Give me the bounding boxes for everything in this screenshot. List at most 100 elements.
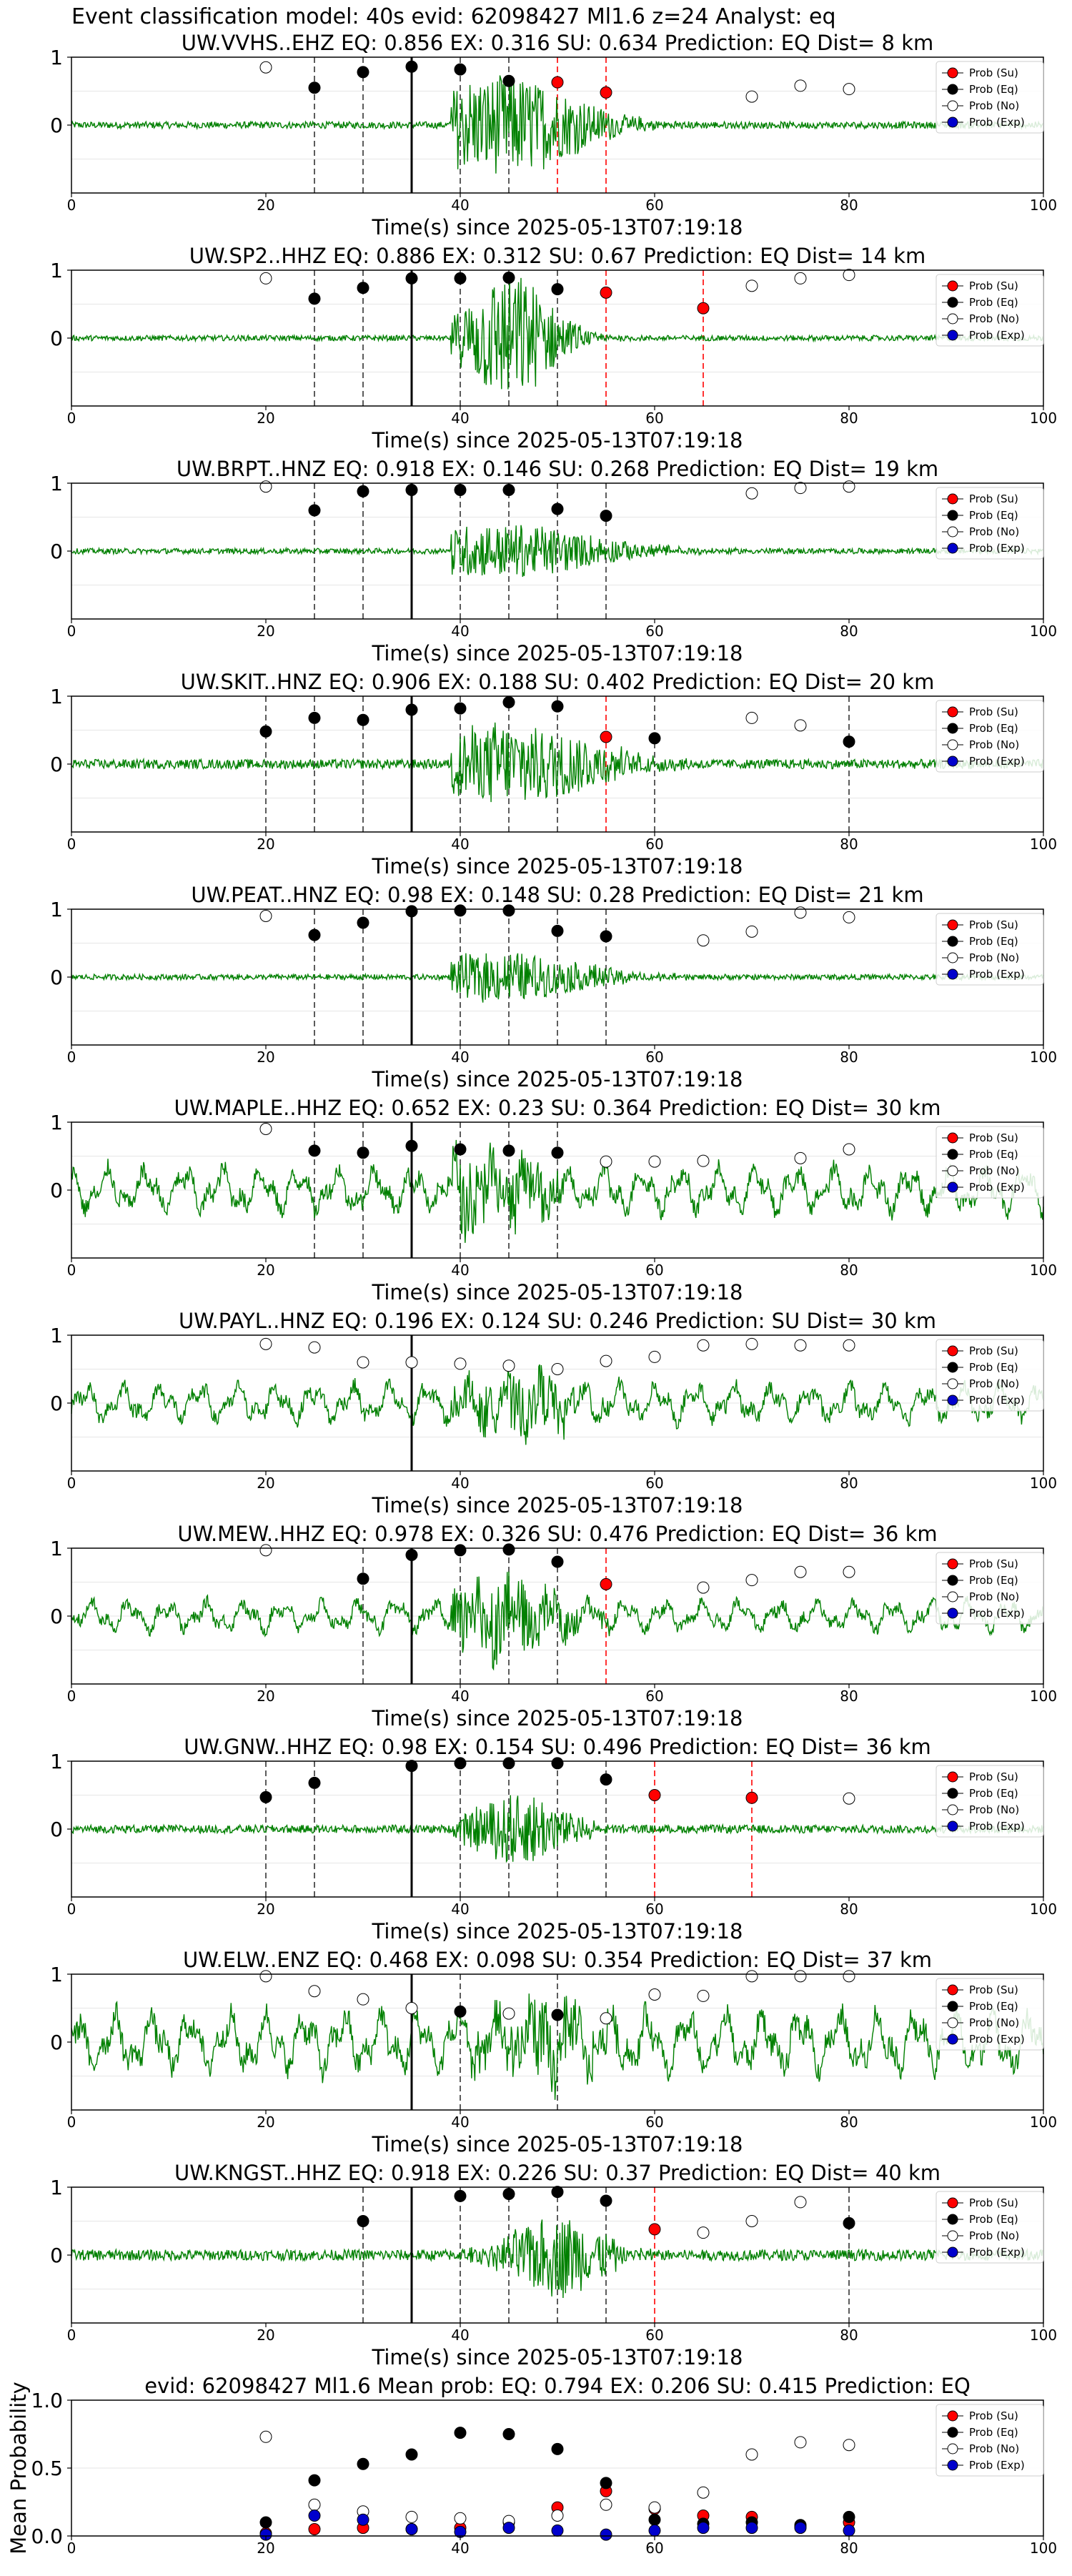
x-tick-label: 40 — [451, 197, 469, 214]
y-tick-label: 0 — [50, 114, 63, 137]
x-tick-label: 60 — [645, 1688, 663, 1705]
legend-label-no: Prob (No) — [969, 2229, 1019, 2242]
prob-point-no — [843, 83, 855, 96]
legend-marker-eq — [947, 1149, 958, 1160]
panel-title: UW.MAPLE..HHZ EQ: 0.652 EX: 0.23 SU: 0.3… — [174, 1096, 941, 1120]
legend-label-eq: Prob (Eq) — [969, 2000, 1018, 2013]
legend-box — [935, 1765, 1044, 1838]
prob-point-no — [697, 934, 710, 947]
legend-label-no: Prob (No) — [969, 1377, 1019, 1390]
x-tick-label: 80 — [840, 1049, 858, 1066]
panel-10: UW.ELW..ENZ EQ: 0.468 EX: 0.098 SU: 0.35… — [50, 1948, 1057, 2156]
mean-point-no — [794, 2436, 807, 2449]
legend-marker-exp — [947, 117, 958, 128]
y-tick-label: 1 — [50, 1537, 63, 1560]
legend-marker-exp — [947, 2246, 958, 2258]
panel-2: UW.SP2..HHZ EQ: 0.886 EX: 0.312 SU: 0.67… — [50, 244, 1057, 452]
prob-point-eq — [454, 1757, 467, 1770]
legend-marker-no — [947, 1165, 958, 1176]
x-tick-label: 60 — [645, 197, 663, 214]
legend-box — [935, 274, 1044, 347]
x-tick-label: 100 — [1030, 2540, 1057, 2557]
prob-point-eq — [600, 1773, 612, 1786]
prob-point-no — [259, 1123, 272, 1135]
mean-point-no — [843, 2439, 855, 2452]
legend-label-su: Prob (Su) — [969, 1131, 1018, 1144]
prob-point-no — [357, 1356, 369, 1369]
panel-title: UW.GNW..HHZ EQ: 0.98 EX: 0.154 SU: 0.496… — [184, 1735, 931, 1759]
waveform-trace — [71, 1364, 1044, 1445]
y-tick-label: 0 — [50, 1179, 63, 1202]
legend-label-eq: Prob (Eq) — [969, 2213, 1018, 2226]
legend-box — [935, 487, 1044, 560]
prob-point-su — [600, 86, 612, 99]
x-tick-label: 0 — [67, 1688, 76, 1705]
legend-label-eq: Prob (Eq) — [969, 509, 1018, 522]
prob-point-eq — [551, 1757, 564, 1770]
prob-point-no — [745, 90, 758, 103]
prob-point-eq — [405, 484, 418, 496]
panel-title: UW.SP2..HHZ EQ: 0.886 EX: 0.312 SU: 0.67… — [189, 244, 925, 268]
prob-point-eq — [357, 485, 369, 497]
panel-6: UW.MAPLE..HHZ EQ: 0.652 EX: 0.23 SU: 0.3… — [50, 1096, 1057, 1304]
legend-label-su: Prob (Su) — [969, 1983, 1018, 1996]
legend-marker-su — [947, 67, 958, 79]
prob-point-no — [551, 1363, 564, 1375]
x-tick-label: 0 — [67, 1901, 76, 1918]
legend-box — [935, 61, 1044, 134]
prob-point-no — [794, 482, 807, 495]
legend-marker-exp — [947, 1820, 958, 1832]
y-tick-label: 1 — [50, 898, 63, 921]
legend-marker-no — [947, 313, 958, 325]
legend-label-su: Prob (Su) — [969, 66, 1018, 79]
x-tick-label: 0 — [67, 836, 76, 853]
prob-point-no — [794, 1339, 807, 1352]
prob-point-eq — [405, 1139, 418, 1152]
legend-marker-su — [947, 919, 958, 931]
x-tick-label: 20 — [257, 1901, 274, 1918]
x-tick-label: 100 — [1030, 836, 1057, 853]
x-tick-label: 0 — [67, 1049, 76, 1066]
panel-title: UW.PEAT..HNZ EQ: 0.98 EX: 0.148 SU: 0.28… — [191, 883, 923, 907]
x-axis-label: Time(s) since 2025-05-13T07:19:18 — [372, 1067, 743, 1091]
y-tick-label: 1 — [50, 2176, 63, 2199]
mean-point-eq — [600, 2477, 612, 2490]
legend-label-su: Prob (Su) — [969, 279, 1018, 292]
x-tick-label: 60 — [645, 2114, 663, 2131]
legend-box — [935, 1126, 1044, 1199]
y-axis-label: Mean Probability — [6, 2382, 31, 2555]
panel-title: evid: 62098427 Ml1.6 Mean prob: EQ: 0.79… — [144, 2374, 971, 2398]
x-tick-label: 60 — [645, 1262, 663, 1279]
prob-point-eq — [502, 271, 515, 284]
legend-marker-exp — [947, 1182, 958, 1193]
legend-marker-su — [947, 1132, 958, 1144]
legend-marker-exp — [947, 2459, 958, 2471]
legend-box — [935, 1339, 1044, 1412]
legend-marker-exp — [947, 1607, 958, 1619]
y-tick-label: 0 — [50, 1818, 63, 1841]
x-tick-label: 100 — [1030, 1688, 1057, 1705]
panel-8: UW.MEW..HHZ EQ: 0.978 EX: 0.326 SU: 0.47… — [50, 1522, 1057, 1730]
x-tick-label: 60 — [645, 2327, 663, 2344]
x-tick-label: 80 — [840, 2540, 858, 2557]
prob-point-eq — [843, 735, 855, 748]
prob-point-eq — [551, 2008, 564, 2021]
prob-point-eq — [454, 1544, 467, 1557]
legend-marker-eq — [947, 1575, 958, 1586]
y-tick-label: 1 — [50, 472, 63, 495]
mean-point-eq — [308, 2474, 321, 2487]
prob-point-no — [259, 1544, 272, 1557]
mean-point-eq — [843, 2510, 855, 2523]
prob-point-eq — [600, 2194, 612, 2207]
prob-point-no — [259, 1337, 272, 1350]
waveform-trace — [71, 1795, 1044, 1863]
y-tick-label: 0 — [50, 327, 63, 350]
y-tick-label: 0 — [50, 540, 63, 563]
prob-point-eq — [454, 484, 467, 496]
mean-point-no — [308, 2498, 321, 2511]
mean-point-exp — [405, 2523, 418, 2535]
y-tick-label: 1 — [50, 1324, 63, 1347]
legend-label-exp: Prob (Exp) — [969, 116, 1025, 129]
x-tick-label: 20 — [257, 2327, 274, 2344]
y-tick-label: 1.0 — [31, 2389, 63, 2412]
